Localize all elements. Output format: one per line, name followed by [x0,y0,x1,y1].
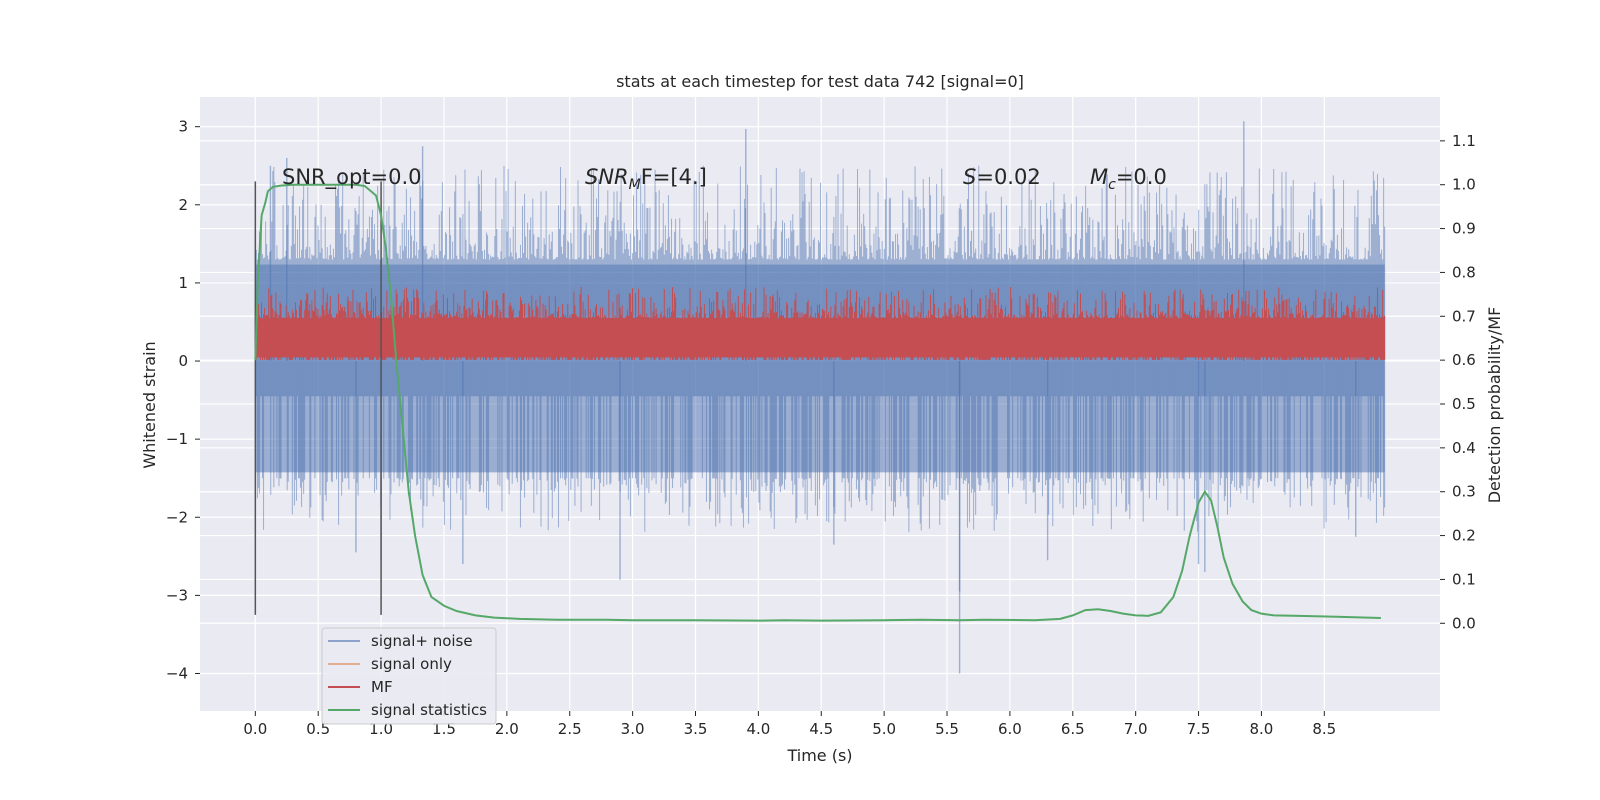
x-tick-label: 6.0 [998,720,1022,738]
x-tick-label: 2.0 [495,720,519,738]
x-tick-label: 5.0 [872,720,896,738]
vertical-markers [254,181,382,615]
annotation-mc-value: =0.0 [1116,165,1167,189]
x-axis-ticks: 0.0 0.5 1.0 1.5 2.0 2.5 3.0 3.5 4.0 4.5 5.0 5.5 6.0 6… [243,711,1336,738]
y-right-axis-ticks: 1.1 1.0 0.9 0.8 0.7 0.6 0.5 0.4 0.3 0.2 0.1 0.0 [1440,132,1476,632]
y-left-tick-label: 2 [178,196,188,214]
annotation-snr-opt: SNR_opt=0.0 [282,165,422,190]
annotation-s-value: =0.02 [976,165,1040,189]
legend-box [321,627,497,725]
y-right-tick-label: 1.1 [1452,132,1476,150]
x-tick-label: 8.5 [1312,720,1336,738]
annotation-s-base: S [963,165,976,189]
legend-label-mf: MF [371,678,393,696]
legend: signal+ noise signal only MF signal stat… [321,627,497,725]
y-left-tick-label: −1 [166,430,188,448]
y-left-axis-ticks: 3 2 1 0 −1 −2 −3 −4 [166,118,200,683]
annotations: SNR_opt=0.0 SNRMF=[4.] S=0.02 Mc=0.0 [282,165,1167,193]
signal-statistics-series [254,183,1381,622]
y-left-tick-label: −2 [166,508,188,526]
legend-label-signal-only: signal only [371,655,452,673]
annotation-snr-mf: SNRMF=[4.] [585,165,707,193]
x-tick-label: 3.5 [684,720,708,738]
x-tick-label: 0.5 [306,720,330,738]
x-tick-label: 4.5 [809,720,833,738]
y-right-tick-label: 0.7 [1452,307,1476,325]
y-right-axis-title: Detection probability/MF [1485,307,1504,504]
x-axis-title: Time (s) [786,746,852,765]
annotation-mc: Mc=0.0 [1090,165,1167,193]
y-right-tick-label: 0.3 [1452,483,1476,501]
x-tick-label: 0.0 [243,720,267,738]
x-tick-label: 7.0 [1124,720,1148,738]
x-tick-label: 2.5 [558,720,582,738]
y-left-tick-label: 0 [178,352,188,370]
x-tick-label: 5.5 [935,720,959,738]
y-right-tick-label: 1.0 [1452,176,1476,194]
y-right-tick-label: 0.8 [1452,263,1476,281]
y-left-tick-label: −4 [166,665,188,683]
y-right-tick-label: 0.1 [1452,570,1476,588]
y-right-tick-label: 0.6 [1452,351,1476,369]
y-right-tick-label: 0.0 [1452,614,1476,632]
chart-title: stats at each timestep for test data 742… [616,72,1024,91]
mf-series [254,287,1386,360]
annotation-snr-mf-subscript: M [629,177,641,193]
x-tick-label: 4.0 [746,720,770,738]
y-left-tick-label: 1 [178,274,188,292]
annotation-mc-subscript: c [1108,177,1116,193]
annotation-snr-mf-base: SNR [585,165,629,189]
y-right-tick-label: 0.2 [1452,527,1476,545]
y-right-tick-label: 0.5 [1452,395,1476,413]
annotation-mc-base: M [1090,165,1108,189]
x-tick-label: 8.0 [1249,720,1273,738]
y-right-tick-label: 0.9 [1452,220,1476,238]
y-right-tick-label: 0.4 [1452,439,1476,457]
x-tick-label: 3.0 [621,720,645,738]
legend-label-signal-statistics: signal statistics [371,701,487,719]
y-left-tick-label: −3 [166,586,188,604]
annotation-s: S=0.02 [963,165,1041,189]
legend-label-signal-noise: signal+ noise [371,632,473,650]
x-tick-label: 6.5 [1061,720,1085,738]
annotation-snr-mf-value: F=[4.] [641,165,707,189]
signal-statistics-line [254,183,1381,622]
y-left-tick-label: 3 [178,118,188,136]
y-left-axis-title: Whitened strain [140,341,159,468]
annotation-snr-opt-text: SNR_opt=0.0 [282,165,422,190]
x-tick-label: 7.5 [1187,720,1211,738]
